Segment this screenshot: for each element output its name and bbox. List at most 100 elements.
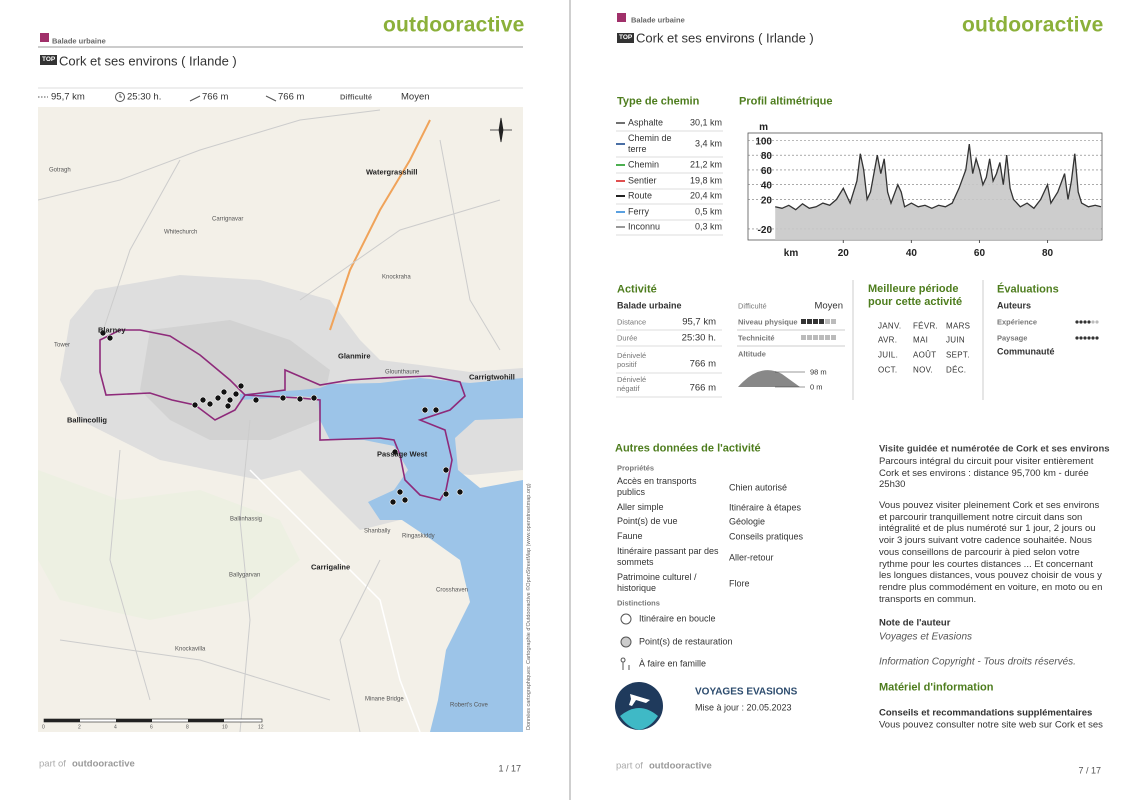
- rating-dots: [801, 319, 1099, 340]
- x-tick-label: 20: [838, 248, 850, 259]
- advice-title: Conseils et recommandations supplémentai…: [879, 707, 1093, 719]
- map-label: Blarney: [98, 325, 126, 335]
- path-type-value: 0,5 km: [694, 206, 722, 217]
- physical-label: Niveau physique: [738, 317, 798, 327]
- y-tick-label: 40: [761, 181, 773, 192]
- property: Point(s) de vue: [617, 516, 678, 526]
- month: JUIL.: [878, 350, 899, 360]
- copyright: Information Copyright - Tous droits rése…: [879, 656, 1076, 668]
- distinction-icons: [620, 613, 632, 670]
- scale-label: 4: [114, 724, 117, 731]
- path-type-name: Chemin: [628, 159, 660, 170]
- category-icon: [40, 33, 49, 42]
- altitude-ticks: [775, 371, 805, 388]
- activity-value: 95,7 km: [682, 316, 716, 328]
- stat-ascent: 766 m: [202, 91, 229, 103]
- section-rules: [737, 280, 984, 400]
- path-type-value: 0,3 km: [694, 221, 722, 232]
- path-type-value: 3,4 km: [694, 138, 722, 149]
- y-tick-label: -20: [758, 225, 773, 236]
- publisher-updated: Mise à jour : 20.05.2023: [695, 702, 792, 713]
- property: Itinéraire passant par des sommets: [617, 546, 719, 567]
- footer-prefix: part of: [39, 758, 66, 770]
- y-tick-label: 80: [761, 151, 773, 162]
- stat-descent: 766 m: [278, 91, 305, 103]
- map-label: Ringaskiddy: [402, 533, 435, 540]
- path-type-value: 21,2 km: [689, 159, 722, 170]
- map-label: Knockavilla: [175, 646, 206, 653]
- scale-label: 0: [42, 724, 45, 731]
- property: Flore: [729, 578, 750, 589]
- technique-label: Technicité: [738, 333, 775, 343]
- difficulty: Moyen: [814, 300, 843, 312]
- map-label: Passage West: [377, 449, 428, 459]
- footer-prefix: part of: [616, 760, 643, 772]
- author-note-title: Note de l'auteur: [879, 617, 951, 629]
- section-title: Évaluations: [997, 283, 1059, 296]
- altitude-max: 98 m: [810, 367, 827, 377]
- map-label: Knockraha: [382, 274, 411, 281]
- ratings-community: Communauté: [997, 346, 1055, 357]
- map-label: Ballinhassig: [230, 516, 263, 523]
- map-label: Carrigaline: [311, 562, 351, 572]
- section-title: Activité: [617, 283, 657, 296]
- map-label: Ballygarvan: [229, 572, 261, 579]
- section-title: Meilleure période pour cette activité: [868, 283, 963, 308]
- title: Cork et ses environs ( Irlande ): [59, 53, 237, 69]
- x-tick-label: 80: [1042, 248, 1054, 259]
- activity-value: 766 m: [689, 358, 716, 370]
- stat-duration: 25:30 h.: [127, 91, 162, 103]
- paragraph: Parcours intégral du circuit pour visite…: [879, 456, 1094, 491]
- scale-label: 12: [258, 724, 264, 731]
- path-type-name: Asphalte: [628, 117, 664, 128]
- map-label: Whitechurch: [164, 229, 198, 236]
- scale-label: 2: [78, 724, 81, 731]
- map-label: Glanmire: [338, 351, 371, 361]
- logo: outdooractive: [383, 13, 525, 37]
- profile-line: [775, 144, 1102, 211]
- map-label: Gotragh: [49, 167, 71, 174]
- activity-label: Dénivelé négatif: [617, 375, 647, 393]
- activity-label: Distance: [617, 317, 647, 327]
- y-tick-label: 100: [755, 136, 772, 147]
- property: Géologie: [729, 516, 766, 527]
- difficulty-label: Difficulté: [738, 301, 767, 311]
- month: AOÛT: [913, 350, 937, 360]
- x-tick-label: 40: [906, 248, 918, 259]
- elevation-profile: 100 80 60 40 20 -20 20 40 60 80 m km: [747, 122, 1103, 259]
- altitude-icon: [738, 370, 800, 387]
- footer-brand: outdooractive: [72, 758, 135, 770]
- distinction: Point(s) de restauration: [639, 636, 733, 647]
- path-type-value: 19,8 km: [689, 175, 722, 186]
- path-type-name: Route: [628, 190, 653, 201]
- map-label: Robert's Cove: [450, 702, 488, 709]
- altitude-label: Altitude: [738, 349, 766, 359]
- difficulty-label: Difficulté: [340, 92, 373, 102]
- distinction: Itinéraire en boucle: [639, 613, 716, 624]
- month: MAI: [913, 335, 929, 345]
- section-title: Autres données de l'activité: [615, 442, 761, 455]
- distinctions-label: Distinctions: [617, 598, 660, 608]
- publisher-name: VOYAGES EVASIONS: [695, 686, 798, 698]
- category-icon: [617, 13, 626, 22]
- title: Cork et ses environs ( Irlande ): [636, 30, 814, 46]
- property: Itinéraire à étapes: [729, 502, 802, 513]
- map-label: Watergrasshill: [366, 167, 418, 177]
- path-type-value: 20,4 km: [689, 190, 722, 201]
- page-number: 7 / 17: [1078, 765, 1101, 776]
- month: FÉVR.: [913, 321, 939, 331]
- activity-label: Durée: [617, 333, 638, 343]
- activity-value: 766 m: [689, 382, 716, 394]
- section-title: Matériel d'information: [879, 681, 994, 694]
- logo: outdooractive: [962, 13, 1104, 37]
- map-label: Shanbally: [364, 528, 391, 535]
- map-label: Minane Bridge: [365, 696, 404, 703]
- stat-distance: 95,7 km: [51, 91, 85, 103]
- month: JUIN: [946, 335, 965, 345]
- y-tick-label: 60: [761, 166, 773, 177]
- path-type-name: Sentier: [628, 175, 657, 186]
- map-label: Carrignavar: [212, 216, 244, 223]
- paragraph: Vous pouvez visiter pleinement Cork et s…: [879, 500, 1103, 605]
